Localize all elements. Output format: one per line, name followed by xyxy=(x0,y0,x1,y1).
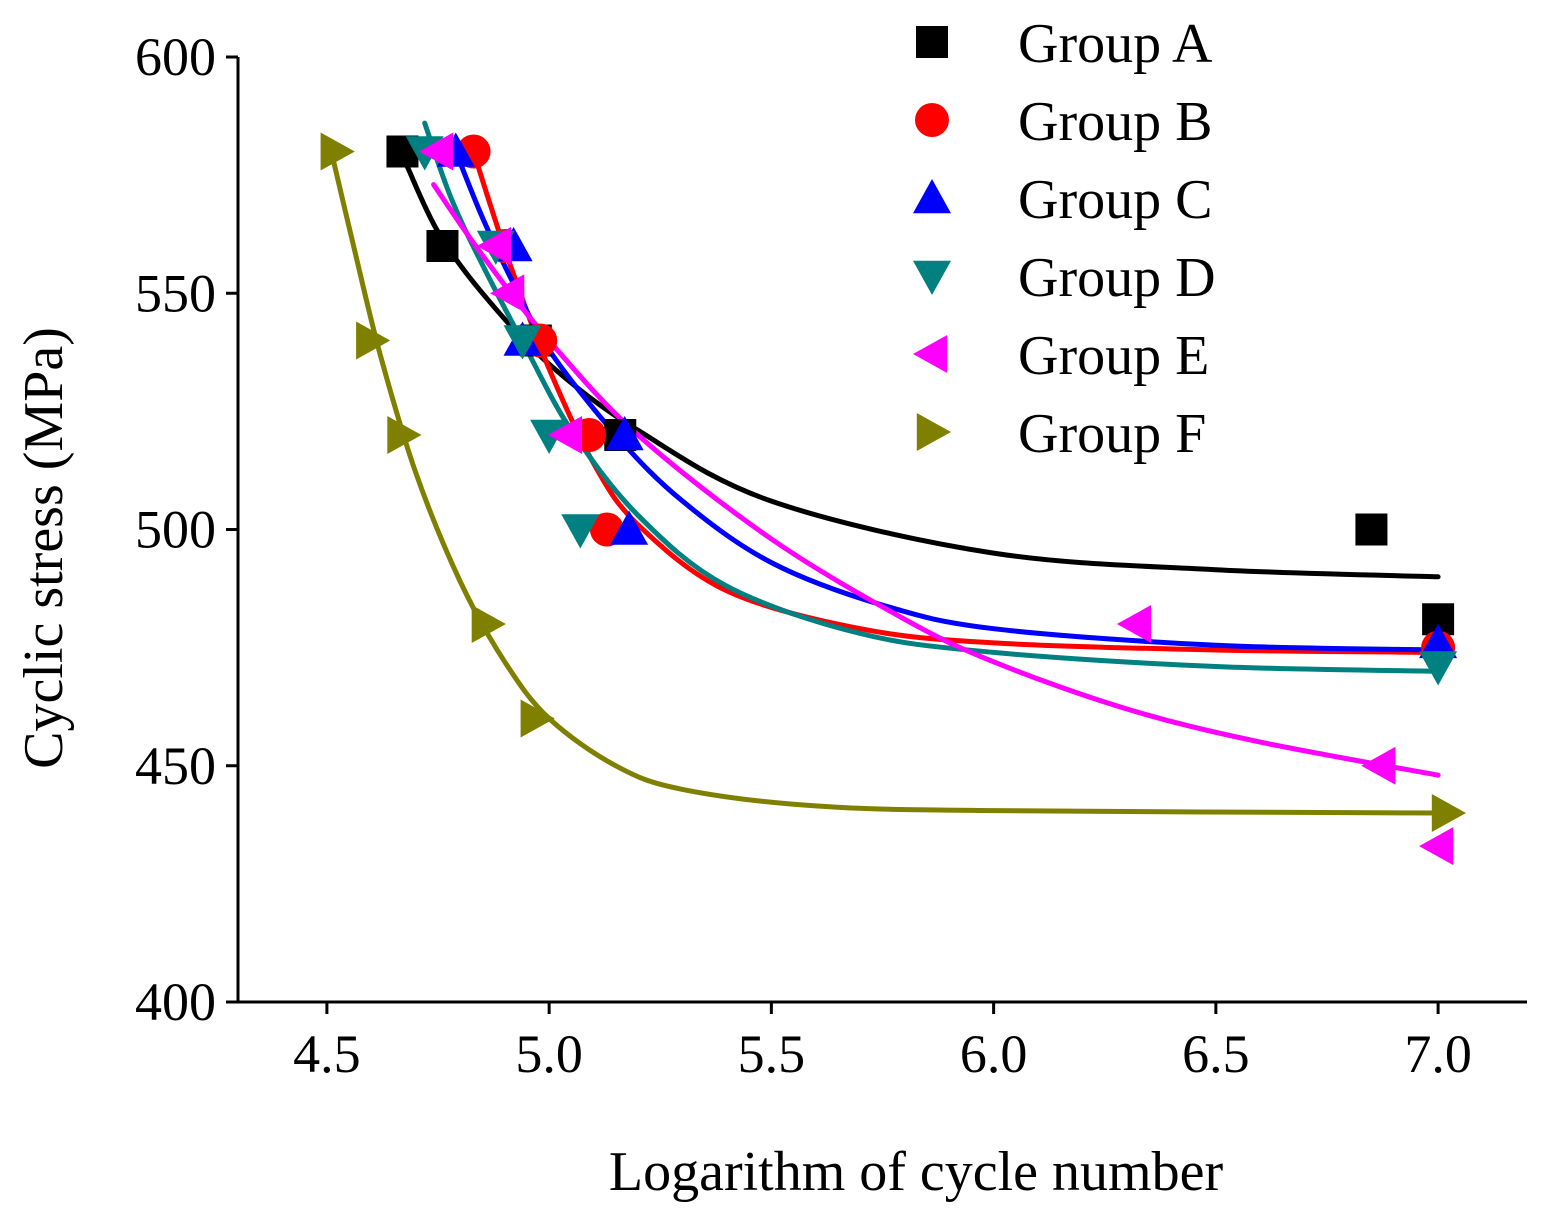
x-tick-label: 7.0 xyxy=(1404,1024,1472,1084)
group-e-data-point xyxy=(419,132,454,171)
group-d-data-point xyxy=(1419,651,1458,686)
group-d-fit-curve xyxy=(422,120,1441,674)
group-d-data-point xyxy=(530,419,569,454)
data-markers xyxy=(320,132,1466,866)
y-axis-title: Cyclic stress (MPa) xyxy=(13,327,75,769)
x-tick-label: 5.5 xyxy=(738,1024,806,1084)
group-c-legend-marker xyxy=(913,179,951,214)
group-d-data-point xyxy=(503,325,542,360)
group-e-data-point xyxy=(547,416,583,454)
group-c-data-point xyxy=(605,416,644,451)
group-e-data-point xyxy=(1361,746,1396,785)
group-f-legend-marker xyxy=(916,413,951,451)
group-e-legend-label: Group E xyxy=(1018,325,1209,387)
group-f-data-point xyxy=(1431,794,1466,832)
group-e-data-point xyxy=(476,227,511,265)
group-a-legend-marker xyxy=(916,26,948,58)
x-tick-label: 4.5 xyxy=(293,1024,361,1084)
group-f-legend-label: Group F xyxy=(1018,403,1206,465)
group-f-data-point xyxy=(471,605,506,643)
group-a-legend-label: Group A xyxy=(1018,13,1213,75)
group-c-data-point xyxy=(1419,623,1458,659)
group-e-legend-marker xyxy=(913,335,948,373)
group-c-data-point xyxy=(610,510,649,545)
group-f-data-point xyxy=(356,321,391,360)
group-a-data-point xyxy=(426,230,459,262)
y-tick-label: 500 xyxy=(135,500,216,560)
y-tick-label: 400 xyxy=(135,972,216,1032)
group-b-legend-marker xyxy=(915,103,949,137)
group-f-data-point xyxy=(387,416,422,454)
x-tick-label: 5.0 xyxy=(515,1024,583,1084)
ticks: 4.5 5.0 5.5 6.0 6.5 7.0 400 450 500 550 600 xyxy=(135,27,1472,1084)
group-b-legend-label: Group B xyxy=(1018,91,1212,153)
group-f-data-point xyxy=(520,699,555,738)
y-tick-label: 600 xyxy=(135,27,216,87)
y-tick-label: 550 xyxy=(135,263,216,323)
group-c-legend-label: Group C xyxy=(1018,169,1212,231)
group-a-fit-curve xyxy=(404,163,1441,580)
group-d-legend-label: Group D xyxy=(1018,247,1216,309)
group-e-data-point xyxy=(1116,605,1152,643)
group-b-fit-curve xyxy=(471,149,1441,655)
group-e-data-point xyxy=(490,274,525,313)
fit-curves xyxy=(328,120,1441,816)
x-tick-label: 6.0 xyxy=(960,1024,1028,1084)
legend: Group A Group B Group C Group D Group E Group… xyxy=(913,13,1216,465)
x-axis-title: Logarithm of cycle number xyxy=(609,1141,1224,1203)
group-f-data-point xyxy=(320,132,355,171)
group-a-data-point xyxy=(1355,513,1388,546)
x-tick-label: 6.5 xyxy=(1182,1024,1250,1084)
group-d-legend-marker xyxy=(913,260,951,295)
group-e-fit-curve xyxy=(431,182,1441,778)
y-tick-label: 450 xyxy=(135,736,216,796)
group-d-data-point xyxy=(561,514,600,549)
group-e-data-point xyxy=(1419,827,1454,866)
